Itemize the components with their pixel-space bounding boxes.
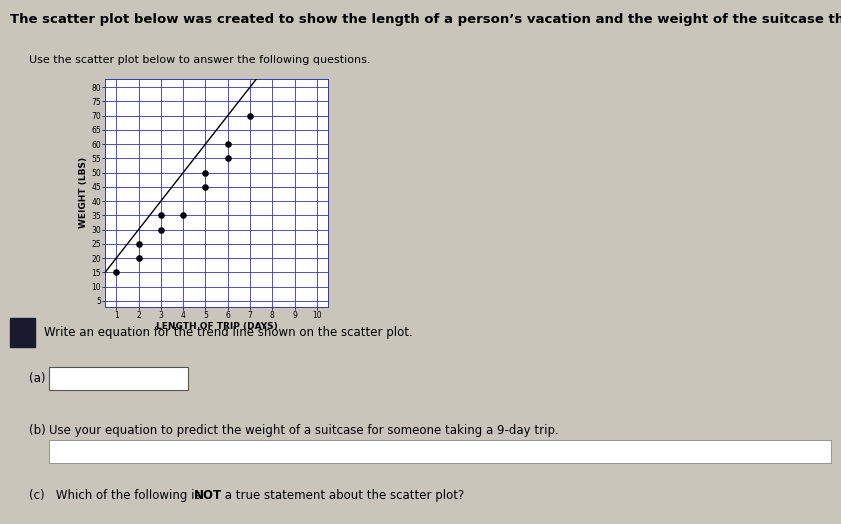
Point xyxy=(221,140,235,148)
Point xyxy=(177,211,190,220)
Text: (a): (a) xyxy=(29,372,46,385)
Text: Use the scatter plot below to answer the following questions.: Use the scatter plot below to answer the… xyxy=(29,55,371,65)
Text: y = 10x + 10: y = 10x + 10 xyxy=(52,372,130,385)
Y-axis label: WEIGHT (LBS): WEIGHT (LBS) xyxy=(79,157,88,228)
Text: (c)   Which of the following is: (c) Which of the following is xyxy=(29,489,205,501)
Point xyxy=(154,225,167,234)
Text: Use your equation to predict the weight of a suitcase for someone taking a 9-day: Use your equation to predict the weight … xyxy=(49,424,558,437)
Point xyxy=(109,268,123,277)
Text: 1: 1 xyxy=(19,326,27,339)
Point xyxy=(198,183,212,191)
Point xyxy=(243,112,257,120)
Text: 100 pounds: 100 pounds xyxy=(52,445,121,458)
Point xyxy=(132,239,145,248)
Text: a true statement about the scatter plot?: a true statement about the scatter plot? xyxy=(221,489,464,501)
Point xyxy=(221,154,235,162)
X-axis label: LENGTH OF TRIP (DAYS): LENGTH OF TRIP (DAYS) xyxy=(156,322,278,332)
Text: Write an equation for the trend line shown on the scatter plot.: Write an equation for the trend line sho… xyxy=(44,326,412,339)
Text: NOT: NOT xyxy=(193,489,221,501)
Text: (b): (b) xyxy=(29,424,46,437)
Point xyxy=(198,168,212,177)
Text: The scatter plot below was created to show the length of a person’s vacation and: The scatter plot below was created to sh… xyxy=(10,13,841,26)
Point xyxy=(132,254,145,263)
Point xyxy=(154,211,167,220)
